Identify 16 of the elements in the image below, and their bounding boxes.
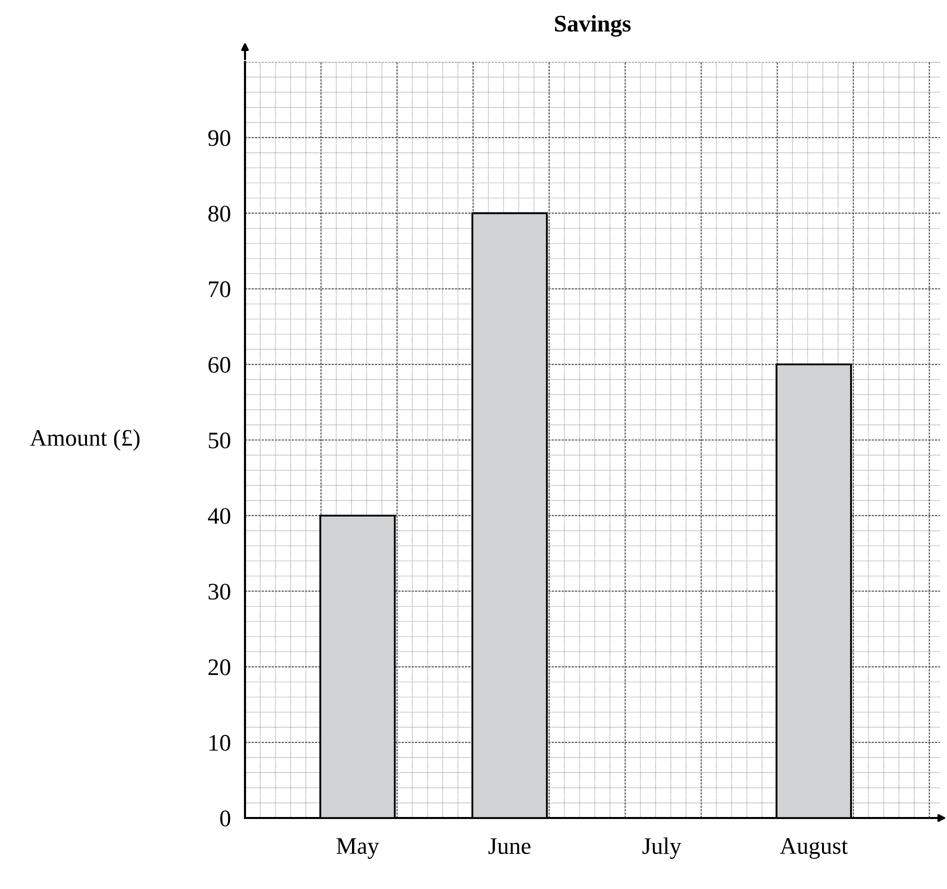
x-tick-label: June [488,838,530,854]
y-tick-label: 50 [208,432,230,448]
x-tick-label: July [642,837,682,859]
y-axis-title: Amount (£) [30,429,140,451]
y-tick-label: 10 [210,734,230,751]
y-tick-label: 0 [220,810,230,826]
x-tick-label: August [780,838,848,859]
y-tick-label: 40 [208,508,230,524]
chart-title: Savings [555,15,631,37]
y-tick-label: 70 [209,281,230,298]
y-tick-label: 80 [208,206,230,222]
y-tick-label: 90 [208,130,230,146]
y-tick-label: 60 [208,356,230,373]
x-tick-label: May [336,838,380,859]
y-tick-label: 20 [208,659,230,676]
y-tick-label: 30 [208,584,230,600]
